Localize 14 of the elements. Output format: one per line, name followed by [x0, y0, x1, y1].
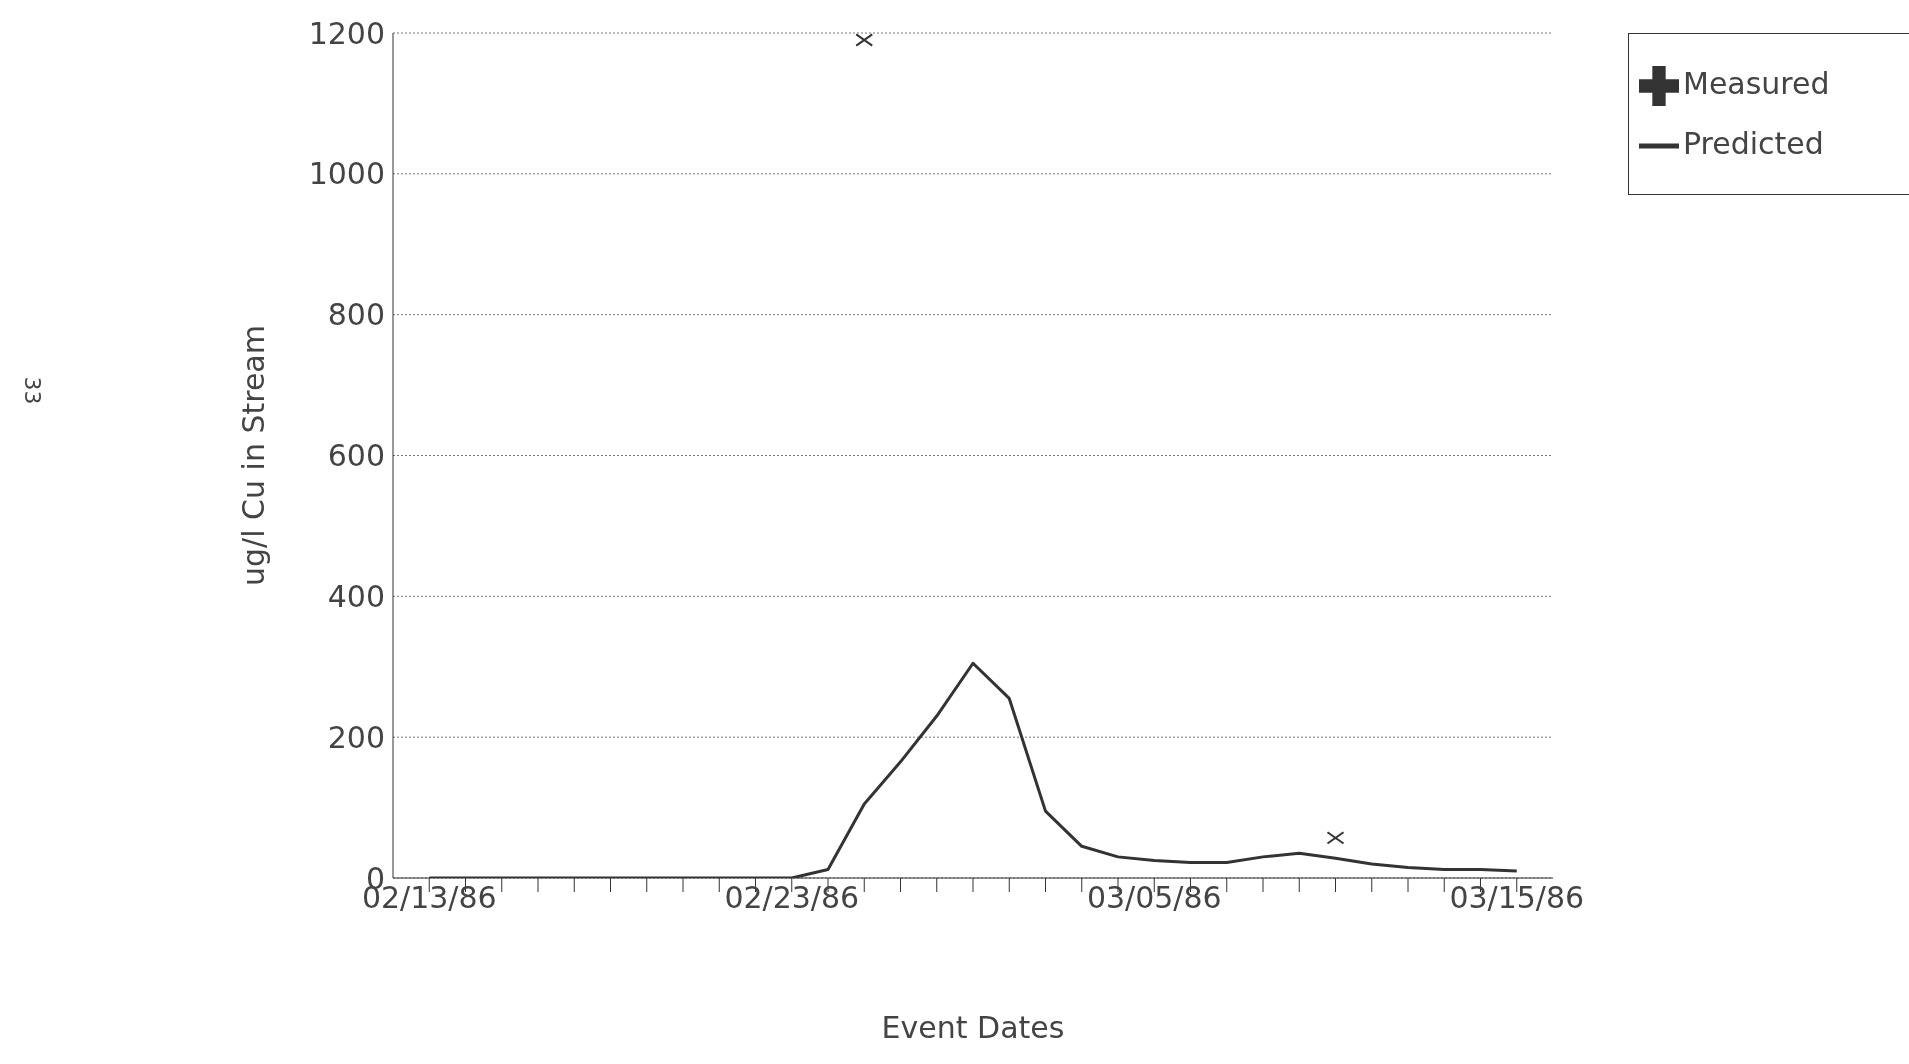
y-tick-label: 800 [327, 297, 385, 333]
y-tick-label: 600 [327, 438, 385, 474]
legend-label: Predicted [1683, 126, 1824, 161]
text: 33 [19, 376, 45, 405]
x-axis-title: Event Dates [881, 1010, 1065, 1045]
y-tick-label: 1000 [308, 156, 385, 192]
y-tick-label: 400 [327, 578, 385, 614]
y-tick-label: 200 [327, 719, 385, 755]
legend-label: Measured [1683, 66, 1830, 101]
y-tick-label: 1200 [308, 15, 385, 51]
x-tick-label: 03/15/86 [1449, 880, 1585, 915]
x-tick-label: 03/05/86 [1086, 880, 1222, 915]
x-tick-label: 02/23/86 [724, 880, 860, 915]
y-axis-title: ug/l Cu in Stream [235, 325, 271, 586]
